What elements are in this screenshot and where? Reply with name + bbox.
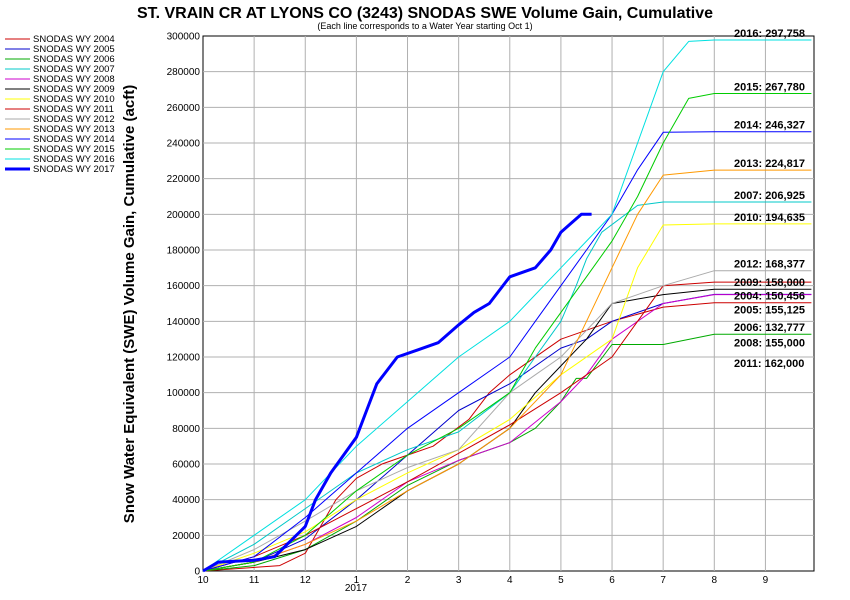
legend-entry: SNODAS WY 2008 (33, 74, 115, 85)
x-tick-label: 4 (507, 575, 513, 586)
plot-area (202, 35, 815, 572)
series-line (202, 281, 812, 572)
legend-entry: SNODAS WY 2009 (33, 84, 115, 95)
y-tick-label: 180000 (167, 246, 201, 257)
series-line (202, 333, 812, 572)
y-tick-label: 220000 (167, 174, 201, 185)
x-tick-label: 8 (712, 575, 718, 586)
legend-entry: SNODAS WY 2007 (33, 64, 115, 75)
y-tick-label: 260000 (167, 103, 201, 114)
legend-entry: SNODAS WY 2004 (33, 34, 115, 45)
x-tick-label: 7 (660, 575, 666, 586)
legend-entry: SNODAS WY 2016 (33, 154, 115, 165)
series-line (202, 169, 812, 572)
x-axis-ticks: 10 11 12 1 2 3 4 5 6 7 8 9 (197, 575, 768, 586)
y-tick-label: 80000 (172, 424, 200, 435)
legend-entry: SNODAS WY 2013 (33, 124, 115, 135)
legend-entry: SNODAS WY 2017 (33, 164, 115, 175)
series-line (202, 131, 812, 572)
legend-entry: SNODAS WY 2012 (33, 114, 115, 125)
y-tick-label: 280000 (167, 67, 201, 78)
x-tick-label: 11 (249, 575, 260, 586)
series-end-label: 2008: 155,000 (734, 338, 805, 350)
x-tick-label: 1 (354, 575, 360, 586)
series-line (202, 294, 812, 572)
x-tick-label: 9 (763, 575, 769, 586)
x-year-label: 2017 (345, 583, 368, 594)
legend-entry: SNODAS WY 2015 (33, 144, 115, 155)
series-end-label: 2011: 162,000 (734, 358, 804, 370)
chart-title: ST. VRAIN CR AT LYONS CO (3243) SNODAS S… (137, 5, 713, 22)
y-tick-label: 100000 (167, 388, 201, 399)
series-end-label: 2007: 206,925 (734, 190, 805, 202)
x-tick-label: 3 (456, 575, 462, 586)
series-end-label: 2005: 155,125 (734, 304, 805, 316)
grid (203, 36, 814, 571)
y-tick-label: 20000 (172, 531, 200, 542)
series-line (202, 270, 812, 572)
x-tick-label: 12 (300, 575, 312, 586)
legend-entry: SNODAS WY 2006 (33, 54, 115, 65)
x-tick-label: 5 (558, 575, 564, 586)
series-end-label: 2004: 150,456 (734, 291, 805, 303)
y-tick-label: 300000 (167, 32, 201, 43)
chart-subtitle: (Each line corresponds to a Water Year s… (317, 21, 532, 31)
x-tick-label: 2 (405, 575, 411, 586)
series-line (202, 93, 812, 572)
series-line (202, 288, 812, 572)
series-end-label: 2013: 224,817 (734, 158, 805, 170)
series-end-label: 2015: 267,780 (734, 81, 805, 93)
series-line (202, 39, 812, 572)
series-lines (202, 39, 812, 573)
series-line (202, 212, 592, 573)
series-end-label: 2012: 168,377 (734, 259, 805, 271)
y-tick-label: 140000 (167, 317, 201, 328)
y-axis-label: Snow Water Equivalent (SWE) Volume Gain,… (121, 85, 138, 523)
series-end-label: 2009: 158,000 (734, 277, 805, 289)
legend-entry: SNODAS WY 2010 (33, 94, 115, 105)
y-tick-label: 40000 (172, 495, 200, 506)
series-end-label: 2010: 194,635 (734, 212, 805, 224)
y-tick-label: 0 (194, 567, 200, 578)
y-tick-label: 60000 (172, 460, 200, 471)
series-line (202, 201, 812, 572)
series-line (202, 223, 812, 572)
y-axis-ticks: 0 20000 40000 60000 80000 100000 120000 140000 1… (167, 32, 201, 578)
series-end-label: 2014: 246,327 (734, 120, 805, 132)
y-tick-label: 160000 (167, 281, 201, 292)
legend-entry: SNODAS WY 2005 (33, 44, 115, 55)
series-end-label: 2006: 132,777 (734, 322, 805, 334)
x-tick-label: 6 (609, 575, 615, 586)
x-tick-label: 10 (197, 575, 209, 586)
series-end-label: 2016: 297,758 (734, 28, 805, 40)
y-tick-label: 240000 (167, 139, 201, 150)
y-tick-label: 120000 (167, 353, 201, 364)
y-tick-label: 200000 (167, 210, 201, 221)
legend-entry: SNODAS WY 2014 (33, 134, 115, 145)
legend-entry: SNODAS WY 2011 (33, 104, 114, 115)
